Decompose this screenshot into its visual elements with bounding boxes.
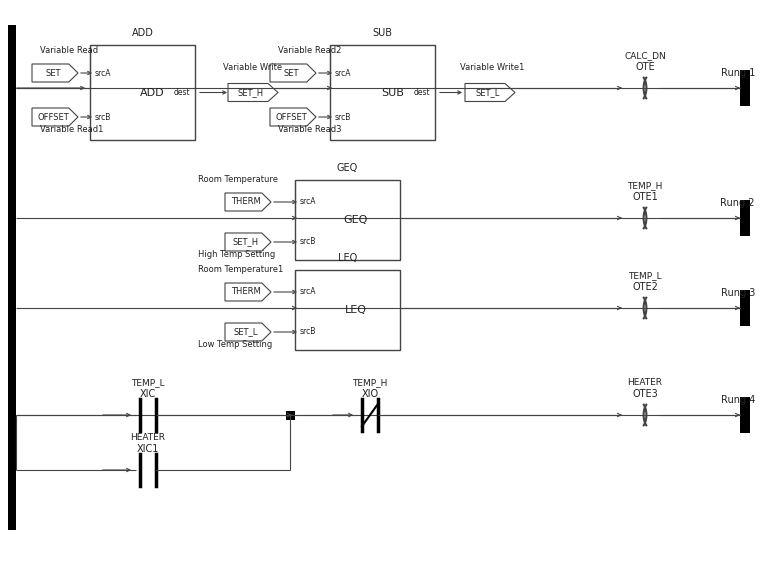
Bar <box>740 290 750 326</box>
Text: SET: SET <box>46 69 61 77</box>
Text: XIO: XIO <box>362 389 378 399</box>
Text: ADD: ADD <box>140 87 165 98</box>
Text: OTE3: OTE3 <box>632 389 658 399</box>
Text: OFFSET: OFFSET <box>275 112 307 122</box>
Polygon shape <box>32 64 78 82</box>
Text: Rung 1: Rung 1 <box>720 68 755 78</box>
Polygon shape <box>270 108 316 126</box>
Text: OTE1: OTE1 <box>632 192 658 202</box>
Text: srcA: srcA <box>335 69 351 77</box>
Text: SUB: SUB <box>372 28 392 38</box>
Bar <box>295 180 400 260</box>
Text: THERM: THERM <box>231 287 261 296</box>
Text: SET_H: SET_H <box>238 88 264 97</box>
Text: ADD: ADD <box>131 28 154 38</box>
Text: TEMP_H: TEMP_H <box>353 378 388 387</box>
Text: Variable Read1: Variable Read1 <box>40 125 103 134</box>
Text: srcA: srcA <box>95 69 112 77</box>
Bar <box>740 397 750 433</box>
Text: Variable Read2: Variable Read2 <box>278 46 341 55</box>
Text: dest: dest <box>413 88 430 97</box>
Text: High Temp Setting: High Temp Setting <box>198 250 275 259</box>
Text: OFFSET: OFFSET <box>37 112 69 122</box>
Text: Variable Write1: Variable Write1 <box>460 64 524 73</box>
Polygon shape <box>225 193 271 211</box>
Text: srcB: srcB <box>300 237 316 247</box>
Text: Variable Read: Variable Read <box>40 46 98 55</box>
Text: LEQ: LEQ <box>338 253 357 263</box>
Text: OTE2: OTE2 <box>632 282 658 292</box>
Text: CALC_DN: CALC_DN <box>624 51 666 60</box>
Text: srcB: srcB <box>300 328 316 336</box>
Text: SET_L: SET_L <box>234 328 258 336</box>
Text: HEATER: HEATER <box>131 433 166 442</box>
Bar <box>8 500 16 530</box>
Bar <box>740 70 750 106</box>
Polygon shape <box>270 64 316 82</box>
Text: Rung 4: Rung 4 <box>720 395 755 405</box>
Text: SET: SET <box>283 69 299 77</box>
Polygon shape <box>225 323 271 341</box>
Text: srcA: srcA <box>300 198 316 207</box>
Bar <box>90 45 195 140</box>
Text: OTE: OTE <box>635 62 655 72</box>
Text: Rung 3: Rung 3 <box>720 288 755 298</box>
Text: GEQ: GEQ <box>337 163 358 173</box>
Text: SET_H: SET_H <box>233 237 259 247</box>
Text: Rung 2: Rung 2 <box>720 198 755 208</box>
Bar <box>8 490 16 525</box>
Bar <box>8 25 16 525</box>
Polygon shape <box>225 283 271 301</box>
Text: GEQ: GEQ <box>344 215 368 225</box>
Text: Variable Write: Variable Write <box>223 64 282 73</box>
Text: TEMP_L: TEMP_L <box>131 378 165 387</box>
Text: XIC1: XIC1 <box>137 444 159 454</box>
Polygon shape <box>225 233 271 251</box>
Text: THERM: THERM <box>231 198 261 207</box>
Text: LEQ: LEQ <box>344 305 366 315</box>
Text: HEATER: HEATER <box>628 378 663 387</box>
Text: TEMP_L: TEMP_L <box>629 271 662 280</box>
Polygon shape <box>228 83 278 102</box>
Text: srcA: srcA <box>300 287 316 296</box>
Bar <box>295 270 400 350</box>
Polygon shape <box>32 108 78 126</box>
Text: Room Temperature: Room Temperature <box>198 175 278 184</box>
Text: XIC: XIC <box>140 389 156 399</box>
Text: dest: dest <box>173 88 190 97</box>
Polygon shape <box>465 83 515 102</box>
Text: TEMP_H: TEMP_H <box>627 181 663 190</box>
Bar <box>286 411 295 420</box>
Bar <box>330 45 435 140</box>
Text: Variable Read3: Variable Read3 <box>278 125 341 134</box>
Text: Room Temperature1: Room Temperature1 <box>198 265 283 274</box>
Text: srcB: srcB <box>95 112 112 122</box>
Text: Low Temp Setting: Low Temp Setting <box>198 340 272 349</box>
Bar <box>740 200 750 236</box>
Text: SUB: SUB <box>381 87 404 98</box>
Text: SET_L: SET_L <box>476 88 500 97</box>
Text: srcB: srcB <box>335 112 351 122</box>
